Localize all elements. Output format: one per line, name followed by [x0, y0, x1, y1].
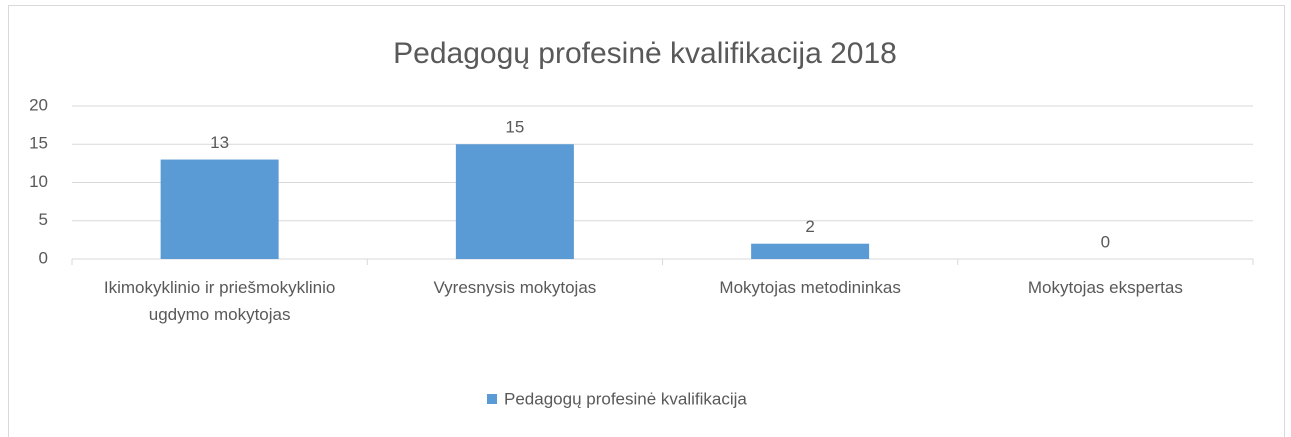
bar — [751, 243, 870, 259]
y-tick-label: 15 — [29, 134, 48, 153]
x-tick-label: Mokytojas ekspertas — [1027, 278, 1183, 297]
bar — [160, 159, 279, 259]
legend-label: Pedagogų profesinė kvalifikacija — [504, 389, 747, 408]
data-label: 15 — [505, 118, 524, 137]
y-tick-label: 10 — [29, 172, 48, 191]
x-tick-label: Mokytojas metodininkas — [719, 278, 901, 297]
data-label: 13 — [210, 133, 229, 152]
bar — [455, 144, 574, 259]
x-tick-label: Vyresnysis mokytojas — [433, 278, 597, 297]
y-tick-label: 0 — [39, 248, 48, 267]
chart-title: Pedagogų profesinė kvalifikacija 2018 — [393, 37, 897, 70]
data-label: 2 — [805, 217, 814, 236]
y-tick-label: 5 — [39, 210, 48, 229]
legend-swatch — [487, 394, 497, 404]
x-tick-label: Ikimokyklinio ir priešmokyklinio ugdymo … — [103, 278, 336, 324]
data-label: 0 — [1101, 232, 1110, 251]
y-tick-label: 20 — [29, 95, 48, 114]
